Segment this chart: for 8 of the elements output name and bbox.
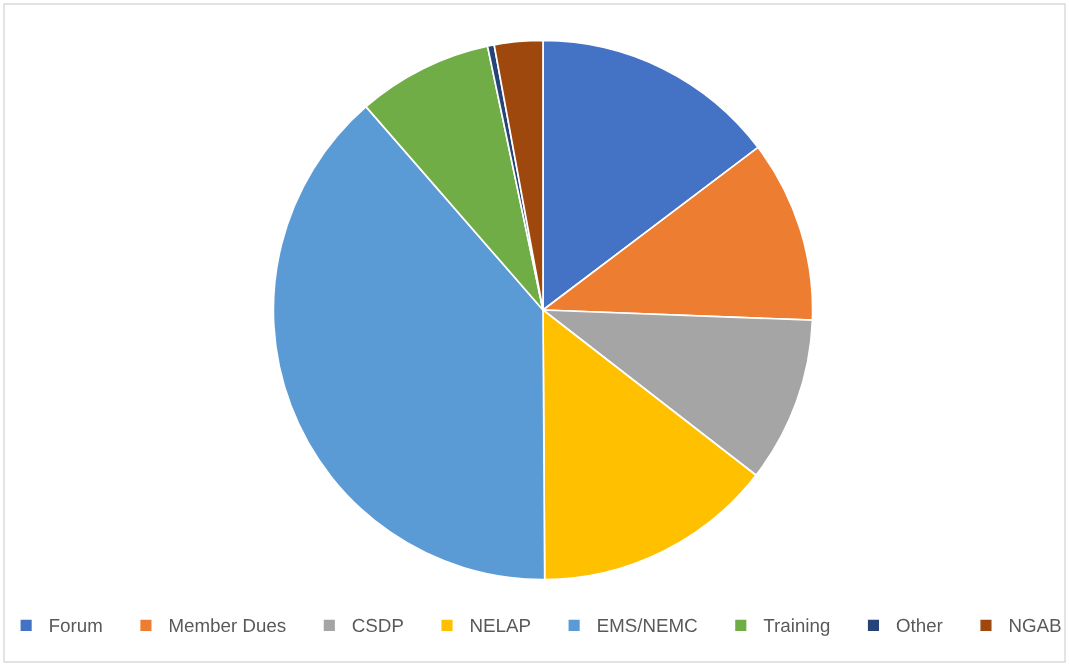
legend-label: Forum	[50, 619, 102, 633]
legend-label: EMS/NEMC	[598, 618, 697, 633]
legend-label: Member Dues	[169, 618, 286, 633]
legend-label: Training	[763, 618, 830, 636]
legend-label: NELAP	[471, 619, 531, 632]
legend-label: Other	[896, 618, 943, 633]
legend-label: CSDP	[352, 618, 403, 633]
legend-label: NGAB	[1010, 618, 1061, 633]
